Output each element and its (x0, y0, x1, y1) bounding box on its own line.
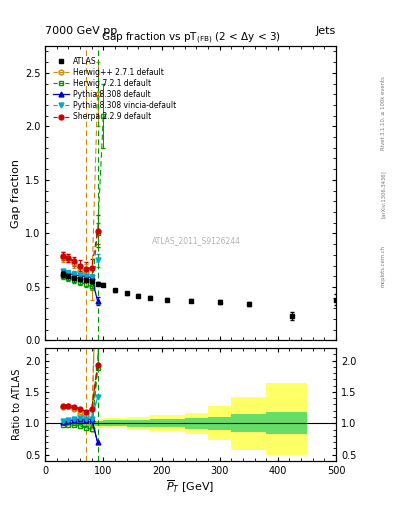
Text: ATLAS_2011_S9126244: ATLAS_2011_S9126244 (152, 236, 241, 245)
Text: Rivet 3.1.10, ≥ 100k events: Rivet 3.1.10, ≥ 100k events (381, 76, 386, 150)
X-axis label: $\overline{P}_T$ [GeV]: $\overline{P}_T$ [GeV] (167, 478, 215, 495)
Y-axis label: Gap fraction: Gap fraction (11, 159, 21, 228)
Text: Jets: Jets (316, 26, 336, 36)
Text: 7000 GeV pp: 7000 GeV pp (45, 26, 118, 36)
Text: mcplots.cern.ch: mcplots.cern.ch (381, 245, 386, 287)
Title: Gap fraction vs pT$_{\mathsf{(FB)}}$ (2 < $\Delta$y < 3): Gap fraction vs pT$_{\mathsf{(FB)}}$ (2 … (101, 31, 281, 46)
Legend: ATLAS, Herwig++ 2.7.1 default, Herwig 7.2.1 default, Pythia 8.308 default, Pythi: ATLAS, Herwig++ 2.7.1 default, Herwig 7.… (50, 53, 179, 124)
Y-axis label: Ratio to ATLAS: Ratio to ATLAS (12, 369, 22, 440)
Text: [arXiv:1306.3436]: [arXiv:1306.3436] (381, 170, 386, 219)
